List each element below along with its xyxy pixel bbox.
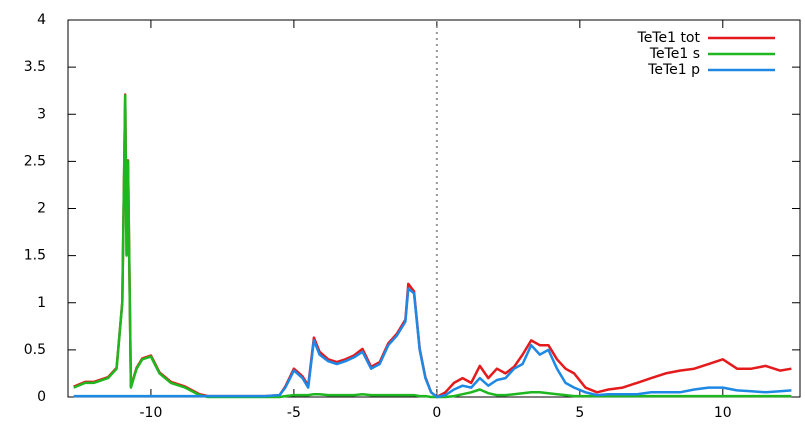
x-tick-label: 0 xyxy=(432,405,441,421)
y-tick-label: 0 xyxy=(37,389,46,405)
x-tick-label: -10 xyxy=(139,405,162,421)
series-line xyxy=(73,287,792,399)
x-tick-label: -5 xyxy=(287,405,301,421)
series-line xyxy=(73,94,792,399)
legend-label: TeTe1 tot xyxy=(637,30,701,46)
legend-label: TeTe1 p xyxy=(647,62,700,78)
y-tick-label: 3 xyxy=(37,106,46,122)
y-tick-label: 1 xyxy=(37,295,46,311)
x-tick-label: 10 xyxy=(714,405,732,421)
y-tick-label: 0.5 xyxy=(24,342,46,358)
series-line xyxy=(73,93,792,399)
legend-label: TeTe1 s xyxy=(649,46,700,62)
y-tick-label: 4 xyxy=(37,12,46,28)
y-tick-label: 1.5 xyxy=(24,248,46,264)
y-tick-label: 2 xyxy=(37,201,46,217)
y-tick-label: 2.5 xyxy=(24,153,46,169)
x-tick-label: 5 xyxy=(575,405,584,421)
y-tick-label: 3.5 xyxy=(24,59,46,75)
